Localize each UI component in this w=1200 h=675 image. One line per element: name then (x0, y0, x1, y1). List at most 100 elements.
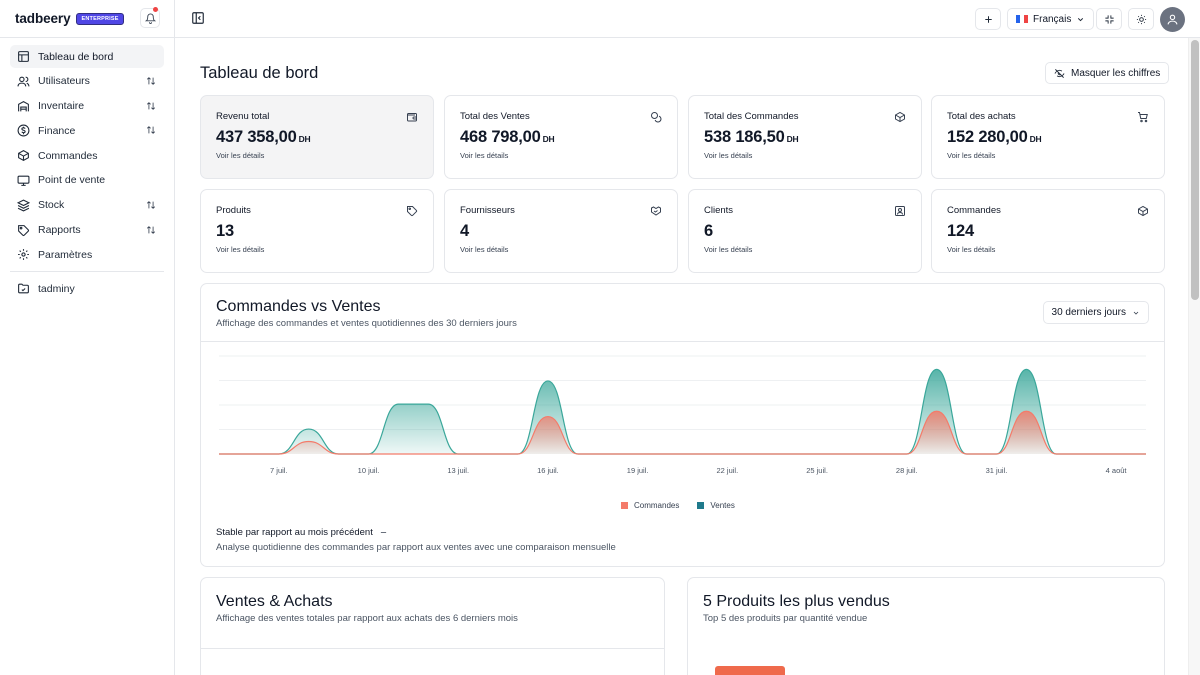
user-icon (1167, 14, 1178, 25)
sidebar-item-workspace[interactable]: tadminy (10, 277, 164, 300)
x-tick-label: 31 juil. (986, 466, 1008, 475)
sidebar-item-point-of-sale[interactable]: Point de vente (10, 169, 164, 192)
chart-subtitle: Affichage des commandes et ventes quotid… (216, 318, 517, 329)
x-tick-label: 25 juil. (806, 466, 828, 475)
view-details-link[interactable]: Voir les détails (460, 245, 509, 254)
area-commandes (219, 411, 1146, 454)
sidebar-item-label: Inventaire (38, 100, 85, 113)
view-details-link[interactable]: Voir les détails (216, 245, 265, 254)
warehouse-icon (17, 100, 30, 113)
folder-icon (17, 282, 30, 295)
stat-card-sales[interactable]: Total des Ventes 468 798,00 DH Voir les d… (444, 95, 678, 179)
range-select[interactable]: 30 derniers jours (1042, 301, 1149, 324)
sidebar-item-label: Commandes (38, 149, 98, 162)
user-avatar[interactable] (1160, 7, 1185, 32)
sidebar-item-inventory[interactable]: Inventaire (10, 95, 164, 118)
theme-toggle-button[interactable] (1128, 8, 1154, 30)
view-details-link[interactable]: Voir les détails (947, 245, 996, 254)
stat-label: Revenu total (216, 111, 270, 122)
notifications-button[interactable] (140, 7, 160, 28)
hide-figures-label: Masquer les chiffres (1071, 67, 1161, 79)
sidebar-item-label: tadminy (38, 282, 75, 295)
chevron-down-icon (1133, 311, 1139, 315)
x-tick-label: 16 juil. (537, 466, 559, 475)
bell-icon (144, 13, 156, 24)
stat-card-purchases[interactable]: Total des achats 152 280,00 DH Voir les d… (931, 95, 1165, 179)
language-select[interactable]: Français (1007, 8, 1095, 30)
x-tick-label: 10 juil. (358, 466, 380, 475)
box-icon (895, 111, 905, 123)
view-details-link[interactable]: Voir les détails (947, 151, 996, 160)
add-button[interactable] (975, 8, 1001, 30)
chart-title: Commandes vs Ventes (216, 298, 381, 315)
chart-legend: Commandes Ventes (621, 501, 735, 510)
legend-swatch-ventes (697, 502, 705, 509)
minus-icon (380, 532, 386, 533)
enterprise-badge: ENTERPRISE (76, 12, 124, 25)
stat-label: Total des Commandes (704, 111, 799, 122)
view-details-link[interactable]: Voir les détails (704, 245, 753, 254)
trend-title: Stable par rapport au mois précédent (216, 527, 616, 538)
page-title: Tableau de bord (200, 64, 319, 82)
sidebar-item-users[interactable]: Utilisateurs (10, 70, 164, 93)
gear-icon (17, 248, 30, 261)
users-icon (17, 75, 30, 88)
scrollbar-thumb[interactable] (1191, 40, 1199, 300)
sidebar-item-orders[interactable]: Commandes (10, 144, 164, 167)
sort-arrows-icon (146, 101, 156, 110)
sidebar-item-stock[interactable]: Stock (10, 194, 164, 217)
sort-arrows-icon (146, 76, 156, 85)
box-icon (1138, 205, 1148, 217)
x-tick-label: 13 juil. (447, 466, 469, 475)
fullscreen-button[interactable] (1096, 8, 1122, 30)
handshake-icon (651, 206, 661, 216)
minimize-icon (1104, 14, 1114, 24)
wallet-icon (407, 113, 417, 122)
language-label: Français (1033, 13, 1072, 25)
dashboard-icon (17, 50, 30, 63)
view-details-link[interactable]: Voir les détails (460, 151, 509, 160)
sidebar: tadbeery ENTERPRISE Tableau de bord Util… (0, 0, 175, 675)
contact-icon (895, 206, 905, 216)
stat-card-clients[interactable]: Clients 6 Voir les détails (688, 189, 922, 273)
sidebar-item-dashboard[interactable]: Tableau de bord (10, 45, 164, 68)
monitor-icon (17, 174, 30, 187)
sidebar-item-settings[interactable]: Paramètres (10, 243, 164, 266)
sidebar-nav: Tableau de bord Utilisateurs Inventaire … (0, 38, 174, 300)
view-details-link[interactable]: Voir les détails (704, 151, 753, 160)
stat-card-suppliers[interactable]: Fournisseurs 4 Voir les détails (444, 189, 678, 273)
panel-subtitle: Affichage des ventes totales par rapport… (216, 613, 518, 624)
stat-label: Commandes (947, 205, 1001, 216)
sidebar-toggle-icon[interactable] (191, 11, 205, 25)
dollar-icon (17, 124, 30, 137)
area-ventes (219, 369, 1146, 454)
stat-card-orders-total[interactable]: Total des Commandes 538 186,50 DH Voir le… (688, 95, 922, 179)
panel-title: Ventes & Achats (216, 593, 333, 610)
stat-value: 437 358,00 DH (216, 128, 311, 146)
stat-card-revenue[interactable]: Revenu total 437 358,00 DH Voir les détai… (200, 95, 434, 179)
brand-name[interactable]: tadbeery (15, 11, 71, 26)
page-scrollbar[interactable] (1188, 38, 1200, 675)
view-details-link[interactable]: Voir les détails (216, 151, 265, 160)
stat-value: 152 280,00 DH (947, 128, 1042, 146)
sidebar-item-label: Point de vente (38, 174, 106, 187)
box-icon (17, 149, 30, 162)
sidebar-item-label: Utilisateurs (38, 75, 90, 88)
sidebar-item-reports[interactable]: Rapports (10, 219, 164, 242)
chevron-down-icon (1078, 17, 1084, 21)
stat-card-orders-count[interactable]: Commandes 124 Voir les détails (931, 189, 1165, 273)
sort-arrows-icon (146, 200, 156, 209)
stat-value: 468 798,00 DH (460, 128, 555, 146)
stat-label: Total des achats (947, 111, 1016, 122)
stat-value: 13 (216, 222, 234, 240)
legend-label-commandes: Commandes (634, 501, 680, 510)
range-select-value: 30 derniers jours (1051, 307, 1126, 318)
panel-divider (201, 341, 1164, 342)
hide-figures-button[interactable]: Masquer les chiffres (1045, 62, 1170, 84)
sidebar-item-finance[interactable]: Finance (10, 119, 164, 142)
line-commandes (219, 410, 1146, 455)
x-tick-label: 4 août (1106, 466, 1128, 475)
plus-icon (984, 15, 992, 23)
stat-card-products[interactable]: Produits 13 Voir les détails (200, 189, 434, 273)
sales-purchases-panel: Ventes & Achats Affichage des ventes tot… (200, 577, 665, 675)
